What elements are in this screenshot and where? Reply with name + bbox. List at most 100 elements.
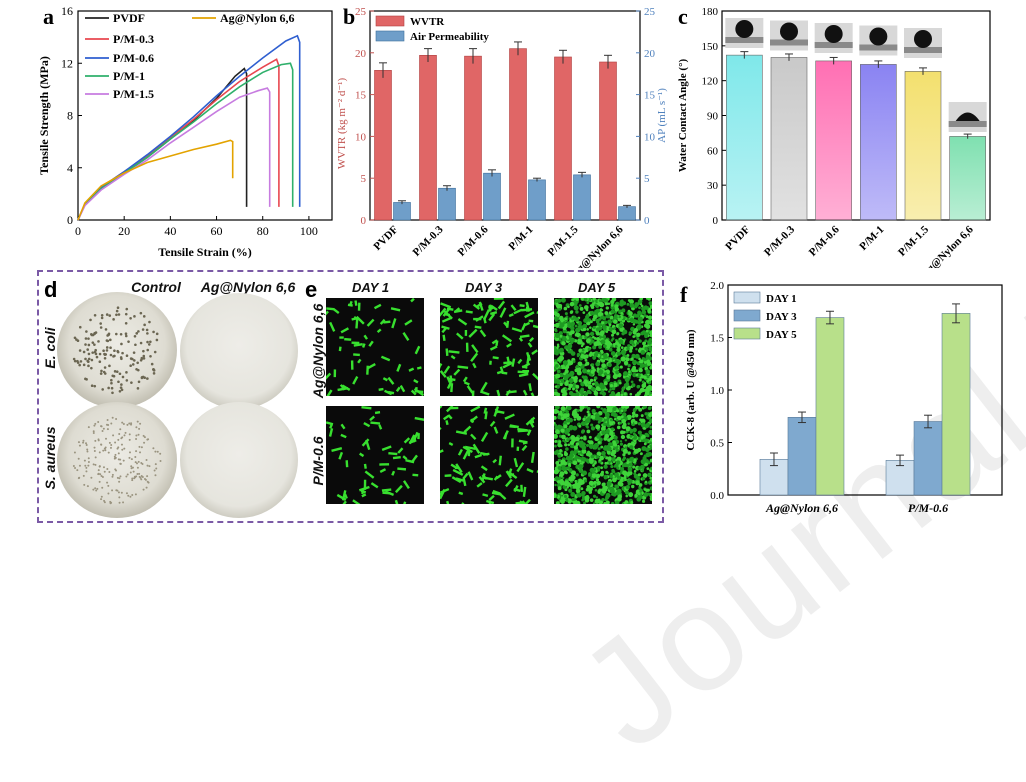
colony	[90, 476, 93, 479]
colony	[99, 372, 103, 375]
cell	[571, 321, 576, 326]
colony	[85, 466, 88, 469]
cell	[333, 369, 337, 378]
cell	[460, 502, 465, 504]
cell	[646, 361, 652, 366]
colony	[131, 477, 134, 480]
cell	[597, 441, 601, 444]
cell	[488, 304, 494, 311]
cell	[637, 492, 641, 496]
cell	[558, 307, 562, 311]
cell	[554, 375, 556, 379]
cell	[603, 455, 607, 459]
colony	[100, 475, 103, 478]
cell	[554, 423, 558, 427]
cell	[636, 332, 641, 338]
cell	[644, 393, 648, 396]
cell	[642, 406, 648, 409]
y-tick-label: 12	[61, 56, 73, 70]
cell	[564, 369, 569, 374]
colony	[82, 439, 85, 442]
cell	[557, 486, 562, 491]
cell	[440, 302, 452, 309]
cell	[581, 342, 585, 346]
colony	[107, 451, 110, 454]
cell	[440, 449, 444, 456]
cell	[620, 356, 626, 362]
cell	[557, 465, 562, 470]
colony	[137, 330, 140, 333]
cell	[563, 420, 568, 425]
cell	[564, 443, 568, 447]
cell	[606, 480, 612, 487]
x-tick-label: PVDF	[371, 223, 400, 252]
colony	[139, 341, 143, 345]
colony	[145, 459, 148, 462]
cell	[616, 332, 620, 336]
colony	[131, 363, 135, 366]
colony	[93, 449, 96, 452]
colony	[87, 460, 90, 463]
x-axis-label: Tensile Strain (%)	[158, 245, 252, 259]
cell	[618, 315, 621, 319]
colony	[105, 346, 109, 349]
colony	[115, 370, 119, 374]
cell	[408, 439, 417, 445]
cell	[580, 421, 586, 427]
cell	[584, 335, 588, 340]
cell	[390, 307, 401, 312]
colony	[122, 423, 125, 426]
cell	[565, 379, 569, 384]
cell	[536, 470, 538, 474]
cell	[627, 363, 631, 368]
cell	[462, 478, 467, 487]
cell	[612, 374, 618, 380]
cell	[601, 430, 607, 435]
legend-label-p-m-0-3: P/M-0.3	[113, 32, 154, 46]
cell	[644, 480, 648, 484]
colony	[91, 351, 94, 354]
cell	[640, 331, 645, 336]
cell	[645, 422, 651, 427]
cell	[489, 360, 492, 365]
cell	[607, 486, 612, 490]
cell	[577, 456, 581, 460]
colony	[86, 348, 89, 351]
colony	[154, 474, 157, 477]
cell	[443, 414, 450, 421]
colony	[139, 451, 142, 454]
cell	[361, 406, 372, 410]
cell	[649, 497, 652, 502]
cell	[517, 358, 523, 365]
cell	[586, 406, 591, 411]
cell	[575, 310, 579, 314]
colony	[123, 434, 126, 437]
cell	[613, 319, 618, 324]
cell	[556, 424, 562, 430]
cell	[640, 414, 644, 418]
colony	[152, 330, 155, 334]
cell	[586, 369, 591, 373]
cell	[513, 487, 521, 492]
y2-tick-label: 0	[644, 215, 650, 227]
y-tick-label: 150	[702, 41, 719, 53]
cell	[402, 332, 410, 341]
colony	[94, 422, 97, 425]
cell	[577, 361, 583, 367]
bar-wvtr	[464, 55, 482, 221]
x-tick-label: 100	[300, 224, 318, 238]
colony	[112, 434, 115, 437]
colony	[78, 444, 81, 447]
colony	[142, 349, 145, 353]
cell	[572, 460, 578, 466]
cell	[618, 339, 624, 345]
colony	[107, 386, 110, 390]
colony	[143, 441, 146, 444]
colony	[85, 330, 88, 333]
cell	[562, 439, 565, 442]
x-tick-label: P/M-0.6	[908, 501, 948, 515]
bar-p-m-0-3	[770, 57, 808, 221]
cell	[384, 389, 393, 396]
cell	[408, 367, 415, 372]
bar-air-permeability	[483, 172, 501, 221]
